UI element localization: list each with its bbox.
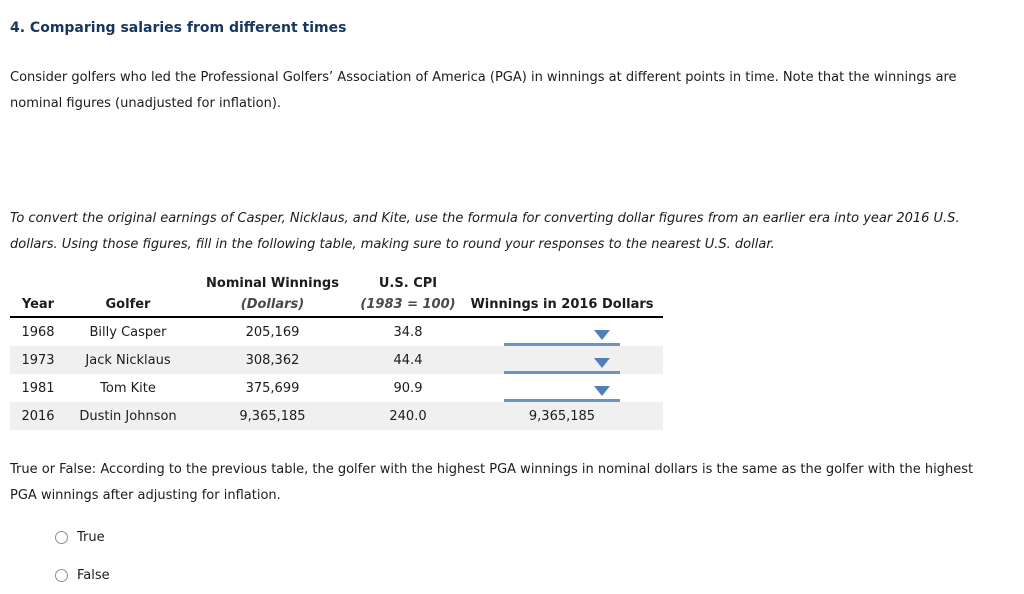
cpi-cell: 240.0: [389, 408, 427, 424]
intro-line-1: Consider golfers who led the Professiona…: [10, 70, 957, 85]
golfer-cell: Dustin Johnson: [79, 408, 177, 424]
winnings-2016-cell: [461, 346, 663, 374]
salaries-table: Nominal Winnings U.S. CPI Year Golfer (D…: [10, 268, 663, 430]
year-cell: 1968: [21, 324, 55, 340]
winnings-2016-header: Winnings in 2016 Dollars: [461, 293, 663, 318]
cpi-cell: 34.8: [393, 324, 423, 340]
intro-paragraph: Consider golfers who led the Professiona…: [10, 65, 1014, 117]
us-cpi-header: U.S. CPI: [378, 276, 438, 291]
table-header-row-2: Year Golfer (Dollars) (1983 = 100) Winni…: [10, 293, 663, 318]
true-option-label: True: [77, 529, 105, 545]
radio-button-icon[interactable]: [55, 568, 68, 582]
nominal-winnings-header: Nominal Winnings: [206, 276, 339, 291]
tf-line-1: True or False: According to the previous…: [10, 462, 974, 477]
nominal-cell: 375,699: [245, 380, 300, 396]
winnings-2016-dropdown[interactable]: [504, 382, 620, 402]
table-row: 1981 Tom Kite 375,699 90.9: [10, 374, 663, 402]
tf-line-2: PGA winnings after adjusting for inflati…: [10, 488, 281, 503]
winnings-2016-cell: 9,365,185: [528, 408, 596, 424]
nominal-cell: 9,365,185: [239, 408, 306, 424]
radio-button-icon[interactable]: [55, 530, 68, 544]
false-option-label: False: [77, 567, 110, 583]
dollars-subheader: (Dollars): [190, 293, 355, 318]
winnings-2016-dropdown[interactable]: [504, 354, 620, 374]
nominal-cell: 205,169: [245, 324, 300, 340]
cpi-cell: 90.9: [393, 380, 423, 396]
false-option[interactable]: False: [55, 567, 1014, 583]
instructions-line-1: To convert the original earnings of Casp…: [10, 211, 960, 226]
empty-header-cell: [66, 268, 190, 293]
cpi-base-subheader: (1983 = 100): [355, 293, 461, 318]
empty-header-cell: [10, 268, 66, 293]
table-header-row-1: Nominal Winnings U.S. CPI: [10, 268, 663, 293]
instructions-line-2: dollars. Using those figures, fill in th…: [10, 237, 775, 252]
intro-line-2: nominal figures (unadjusted for inflatio…: [10, 96, 282, 111]
golfer-header: Golfer: [66, 293, 190, 318]
answer-options: True False: [55, 529, 1014, 583]
instructions-paragraph: To convert the original earnings of Casp…: [10, 206, 1014, 258]
cpi-cell: 44.4: [393, 352, 423, 368]
true-option[interactable]: True: [55, 529, 1014, 545]
table-row: 1973 Jack Nicklaus 308,362 44.4: [10, 346, 663, 374]
chevron-down-icon: [594, 386, 610, 396]
question-title: 4. Comparing salaries from different tim…: [10, 20, 347, 36]
golfer-cell: Jack Nicklaus: [85, 352, 171, 368]
winnings-2016-cell: [461, 317, 663, 346]
empty-header-cell: [461, 268, 663, 293]
year-header: Year: [10, 293, 66, 318]
true-false-question: True or False: According to the previous…: [10, 457, 1014, 509]
year-cell: 2016: [21, 408, 55, 424]
table-row: 2016 Dustin Johnson 9,365,185 240.0 9,36…: [10, 402, 663, 430]
winnings-2016-dropdown[interactable]: [504, 326, 620, 346]
year-cell: 1973: [21, 352, 55, 368]
golfer-cell: Tom Kite: [100, 380, 156, 396]
chevron-down-icon: [594, 330, 610, 340]
nominal-cell: 308,362: [245, 352, 300, 368]
golfer-cell: Billy Casper: [89, 324, 167, 340]
year-cell: 1981: [21, 380, 55, 396]
table-row: 1968 Billy Casper 205,169 34.8: [10, 317, 663, 346]
chevron-down-icon: [594, 358, 610, 368]
winnings-2016-cell: [461, 374, 663, 402]
